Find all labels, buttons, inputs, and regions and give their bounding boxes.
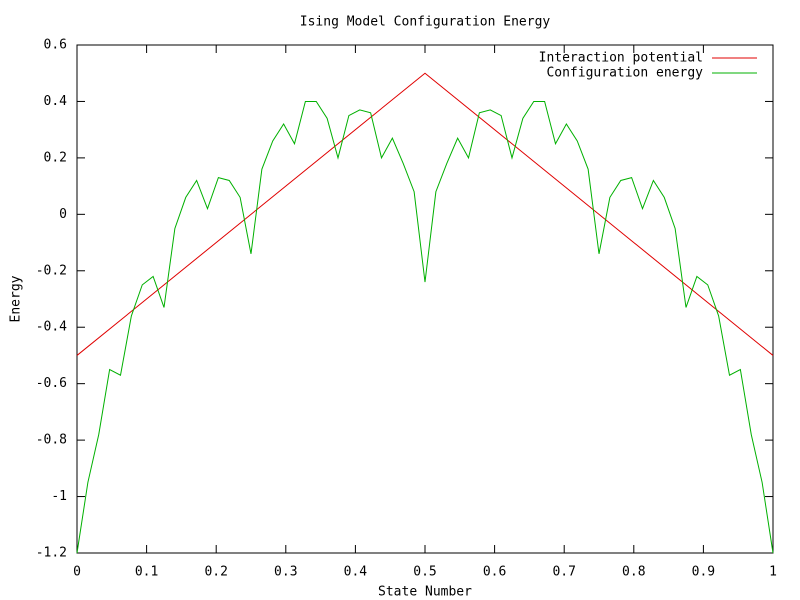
x-tick-label: 0.6: [483, 565, 506, 580]
legend-label: Configuration energy: [546, 66, 703, 81]
y-tick-label: 0.4: [44, 94, 68, 109]
x-tick-label: 0.7: [552, 565, 575, 580]
y-tick-label: -0.8: [36, 433, 67, 448]
y-tick-label: -0.6: [36, 376, 67, 391]
legend-label: Interaction potential: [539, 51, 703, 66]
x-tick-label: 0.9: [692, 565, 715, 580]
x-tick-label: 0.5: [413, 565, 436, 580]
x-tick-label: 0.8: [622, 565, 645, 580]
x-tick-label: 0.1: [135, 565, 158, 580]
x-axis-label: State Number: [378, 585, 472, 600]
x-tick-label: 0.2: [204, 565, 227, 580]
y-tick-label: 0.6: [44, 38, 67, 53]
x-tick-label: 1: [769, 565, 777, 580]
y-tick-label: -1.2: [36, 546, 67, 561]
y-tick-label: -0.4: [36, 320, 67, 335]
y-axis-label: Energy: [9, 275, 24, 322]
y-tick-label: -0.2: [36, 263, 67, 278]
y-tick-label: 0: [59, 207, 67, 222]
y-tick-label: -1: [51, 489, 67, 504]
series-line: [76, 72, 774, 356]
y-tick-label: 0.2: [44, 150, 67, 165]
series-line: [76, 100, 774, 554]
x-tick-label: 0.3: [274, 565, 297, 580]
x-tick-label: 0.4: [344, 565, 368, 580]
chart-title: Ising Model Configuration Energy: [300, 15, 551, 30]
x-tick-label: 0: [73, 565, 81, 580]
